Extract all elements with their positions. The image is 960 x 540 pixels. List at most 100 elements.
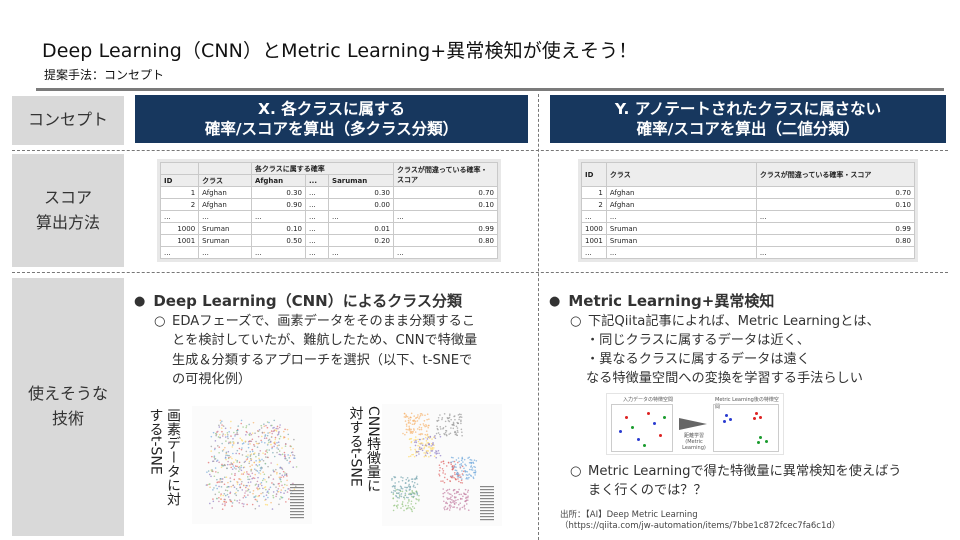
scatter-point: [238, 447, 241, 450]
scatter-point: [213, 455, 216, 457]
scatter-point: [224, 503, 226, 505]
legend-swatch: [480, 501, 494, 503]
table-row: 1000 Sruman 0.10... 0.01 0.99: [159, 222, 498, 235]
scatter-point: [259, 460, 261, 463]
scatter-point: [256, 470, 259, 472]
scatter-point: [217, 430, 219, 433]
scatter-point: [426, 433, 429, 436]
scatter-point: [408, 455, 410, 458]
scatter-point: [458, 418, 460, 421]
table-group-header: 各クラスに属する確率: [250, 162, 395, 175]
scatter-point: [447, 492, 449, 494]
scatter-point: [275, 486, 277, 488]
scatter-point: [287, 433, 290, 436]
scatter-point: [237, 442, 239, 445]
scatter-point: [453, 466, 456, 468]
scatter-point: [255, 442, 258, 445]
scatter-point: [416, 428, 419, 430]
scatter-point: [271, 424, 273, 427]
scatter-point: [427, 450, 430, 452]
scatter-point: [254, 496, 256, 498]
left-sub-line: の可視化例）: [172, 371, 252, 387]
scatter-point: [241, 480, 243, 483]
table-cell: ...: [305, 198, 330, 211]
scatter-point: [224, 457, 227, 459]
legend-swatch: [290, 502, 304, 504]
scatter-point: [461, 482, 464, 484]
table-row: 2 Afghan 0.10: [581, 198, 916, 211]
metric-learning-diagram: 入力データの特徴空間 Metric Learning後の特徴空間 距離学習(Me…: [606, 393, 784, 455]
scatter-point: [458, 480, 460, 483]
scatter-point: [279, 424, 281, 426]
scatter-point: [463, 504, 466, 507]
scatter-point: [400, 493, 403, 495]
scatter-point: [278, 444, 280, 447]
right-heading-text: Metric Learning+異常検知: [568, 292, 775, 310]
scatter-point: [473, 459, 476, 461]
table-cell: ...: [305, 210, 330, 223]
table-cell: ...: [755, 246, 916, 259]
scatter-point: [240, 464, 243, 467]
scatter-point: [246, 489, 249, 492]
scatter-point: [434, 437, 437, 440]
scatter-point: [213, 458, 216, 460]
scatter-point: [414, 478, 416, 480]
scatter-point: [287, 454, 289, 456]
scatter-point: [411, 495, 413, 498]
scatter-point: [409, 455, 412, 457]
scatter-point: [440, 480, 442, 482]
scatter-point: [409, 430, 412, 433]
scatter-point: [428, 455, 430, 458]
scatter-point: [257, 485, 260, 488]
scatter-point: [271, 446, 274, 448]
scatter-point: [441, 467, 444, 470]
scatter-point: [269, 486, 272, 489]
scatter-point: [226, 435, 229, 438]
scatter-point: [254, 473, 257, 476]
scatter-point: [231, 444, 234, 446]
scatter-point: [456, 490, 458, 493]
scatter-point: [405, 428, 408, 431]
scatter-point: [249, 455, 252, 458]
scatter-point: [439, 466, 441, 469]
scatter-point: [292, 466, 295, 469]
scatter-point: [279, 498, 281, 500]
scatter-point: [404, 420, 407, 422]
scatter-point: [405, 489, 407, 492]
scatter-point: [408, 438, 411, 441]
scatter-point: [268, 449, 271, 451]
table-header-row: 各クラスに属する確率 クラスが間違っている確率・スコア: [159, 162, 498, 187]
scatter-point: [260, 466, 263, 469]
column-header-y: Y. アノテートされたクラスに属さない 確率/スコアを算出（二値分類）: [550, 95, 946, 143]
scatter-point: [270, 474, 272, 476]
table-cell: ...: [250, 210, 307, 223]
scatter-point: [292, 447, 294, 450]
point-green: [663, 416, 666, 419]
table-cell: ...: [198, 210, 252, 223]
scatter-point: [407, 502, 409, 504]
scatter-point: [264, 453, 267, 455]
scatter-point: [410, 503, 413, 505]
scatter-point: [260, 492, 262, 495]
scatter-point: [455, 499, 457, 502]
scatter-point: [407, 485, 410, 487]
scatter-point: [414, 448, 416, 451]
scatter-point: [392, 493, 395, 496]
scatter-point: [459, 502, 462, 505]
scatter-point: [218, 433, 221, 436]
diagram-arrow-label: 距離学習(Metric Learning): [682, 433, 706, 451]
scatter-point: [233, 441, 235, 444]
scatter-point: [246, 473, 249, 475]
scatter-point: [415, 439, 417, 442]
scatter-point: [284, 489, 287, 492]
scatter-point: [253, 468, 256, 471]
scatter-point: [226, 489, 229, 492]
scatter-point: [466, 491, 469, 493]
scatter-point: [457, 414, 460, 416]
scatter-point: [412, 453, 415, 456]
scatter-point: [393, 489, 395, 492]
scatter-point: [284, 428, 286, 431]
scatter-point: [230, 420, 232, 423]
scatter-point: [470, 465, 473, 467]
scatter-point: [234, 465, 237, 467]
